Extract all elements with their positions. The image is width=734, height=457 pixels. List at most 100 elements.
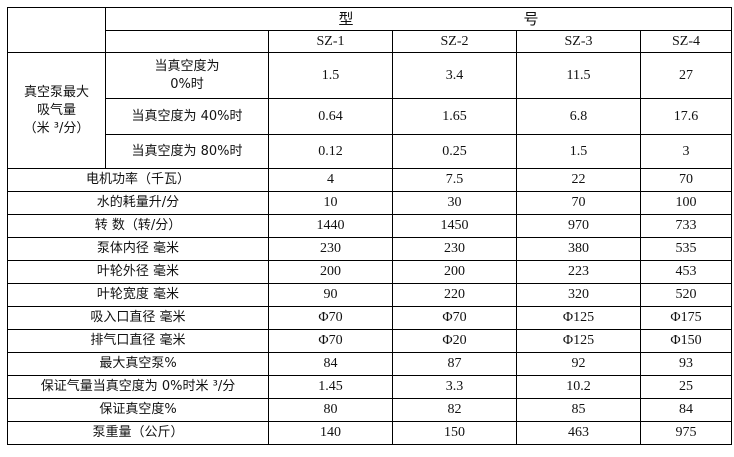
cell: 0.12 <box>268 134 393 169</box>
cell: 463 <box>516 421 641 445</box>
table-row: 水的耗量升/分 10 30 70 100 <box>7 191 732 215</box>
cell: 90 <box>268 283 393 307</box>
group-label: 真空泵最大吸气量 （米 ³/分） <box>7 52 106 169</box>
cell: 1450 <box>392 214 517 238</box>
cell: 10 <box>268 191 393 215</box>
cell: Φ125 <box>516 329 641 353</box>
cell: Φ150 <box>640 329 732 353</box>
row-label-line: 0%时 <box>170 76 204 92</box>
cell: 0.25 <box>392 134 517 169</box>
cell: 140 <box>268 421 393 445</box>
group-label-line: （米 ³/分） <box>23 120 90 136</box>
cell: 223 <box>516 260 641 284</box>
table-row: 泵体内径 毫米 230 230 380 535 <box>7 237 732 261</box>
group-label-line: 真空泵最大 <box>23 84 89 100</box>
table-row: 叶轮外径 毫米 200 200 223 453 <box>7 260 732 284</box>
table-row: 转 数（转/分） 1440 1450 970 733 <box>7 214 732 238</box>
table-row: 最大真空泵% 84 87 92 93 <box>7 352 732 376</box>
cell: 93 <box>640 352 732 376</box>
cell: 6.8 <box>516 98 641 135</box>
number-label: 号 <box>523 10 539 28</box>
table-row: 电机功率（千瓦） 4 7.5 22 70 <box>7 168 732 192</box>
cell: 0.64 <box>268 98 393 135</box>
table-row: 当真空度为 80%时 0.12 0.25 1.5 3 <box>8 134 732 169</box>
cell: 70 <box>516 191 641 215</box>
cell: 220 <box>392 283 517 307</box>
table-row: 保证真空度% 80 82 85 84 <box>7 398 732 422</box>
cell: 10.2 <box>516 375 641 399</box>
cell: 11.5 <box>516 52 641 99</box>
cell: 1.5 <box>268 52 393 99</box>
model-name: SZ-4 <box>640 30 732 53</box>
row-label: 叶轮宽度 毫米 <box>7 283 269 307</box>
cell: 80 <box>268 398 393 422</box>
model-header: 型号 <box>105 7 732 31</box>
cell: 520 <box>640 283 732 307</box>
spec-table: 型号 SZ-1 SZ-2 SZ-3 SZ-4 真空泵最大 吸气量 （米 ³/分） 当… <box>7 7 732 445</box>
cell: 84 <box>268 352 393 376</box>
cell: 3.3 <box>392 375 517 399</box>
cell: 1440 <box>268 214 393 238</box>
cell: Φ125 <box>516 306 641 330</box>
row-label: 水的耗量升/分 <box>7 191 269 215</box>
row-label: 当真空度为 40%时 <box>105 98 269 135</box>
model-label: 型 <box>338 10 354 28</box>
cell: 1.45 <box>268 375 393 399</box>
row-label: 保证气量当真空度为 0%时米 ³/分 <box>7 375 269 399</box>
empty-cell <box>105 30 269 53</box>
cell: 22 <box>516 168 641 192</box>
row-label: 叶轮外径 毫米 <box>7 260 269 284</box>
cell: 27 <box>640 52 732 99</box>
row-label: 当真空度为 0%时 <box>105 52 269 99</box>
cell: 25 <box>640 375 732 399</box>
cell: 3.4 <box>392 52 517 99</box>
row-label: 泵体内径 毫米 <box>7 237 269 261</box>
cell: 975 <box>640 421 732 445</box>
table-row: 当真空度为 40%时 0.64 1.65 6.8 17.6 <box>8 98 732 135</box>
model-name: SZ-2 <box>392 30 517 53</box>
row-label: 排气口直径 毫米 <box>7 329 269 353</box>
model-names-row: SZ-1 SZ-2 SZ-3 SZ-4 <box>8 30 732 53</box>
cell: Φ70 <box>392 306 517 330</box>
cell: 85 <box>516 398 641 422</box>
table-row: 排气口直径 毫米 Φ70 Φ20 Φ125 Φ150 <box>7 329 732 353</box>
table-row: 吸入口直径 毫米 Φ70 Φ70 Φ125 Φ175 <box>7 306 732 330</box>
cell: Φ70 <box>268 329 393 353</box>
cell: 1.65 <box>392 98 517 135</box>
cell: 92 <box>516 352 641 376</box>
cell: 230 <box>392 237 517 261</box>
cell: 4 <box>268 168 393 192</box>
cell: Φ20 <box>392 329 517 353</box>
cell: 7.5 <box>392 168 517 192</box>
table-row: 真空泵最大吸气量 （米 ³/分） 当真空度为 0%时 1.5 3.4 11.5 27 <box>7 52 732 169</box>
table-row: 叶轮宽度 毫米 90 220 320 520 <box>7 283 732 307</box>
table-row: 保证气量当真空度为 0%时米 ³/分 1.45 3.3 10.2 25 <box>7 375 732 399</box>
cell: 970 <box>516 214 641 238</box>
cell: 200 <box>268 260 393 284</box>
cell: 733 <box>640 214 732 238</box>
cell: 230 <box>268 237 393 261</box>
row-label: 保证真空度% <box>7 398 269 422</box>
cell: 3 <box>640 134 732 169</box>
row-label: 泵重量（公斤） <box>7 421 269 445</box>
cell: 150 <box>392 421 517 445</box>
row-label: 电机功率（千瓦） <box>7 168 269 192</box>
model-header-row: 型号 <box>7 7 732 53</box>
cell: 70 <box>640 168 732 192</box>
cell: 380 <box>516 237 641 261</box>
group-label-line: 吸气量 <box>36 102 76 118</box>
cell: Φ175 <box>640 306 732 330</box>
cell: 1.5 <box>516 134 641 169</box>
row-label-line: 当真空度为 <box>154 58 220 74</box>
cell: 535 <box>640 237 732 261</box>
row-label: 吸入口直径 毫米 <box>7 306 269 330</box>
cell: 100 <box>640 191 732 215</box>
row-label: 最大真空泵% <box>7 352 269 376</box>
cell: 200 <box>392 260 517 284</box>
cell: 82 <box>392 398 517 422</box>
cell: 87 <box>392 352 517 376</box>
cell: 30 <box>392 191 517 215</box>
cell: 320 <box>516 283 641 307</box>
model-name: SZ-1 <box>268 30 393 53</box>
cell: Φ70 <box>268 306 393 330</box>
